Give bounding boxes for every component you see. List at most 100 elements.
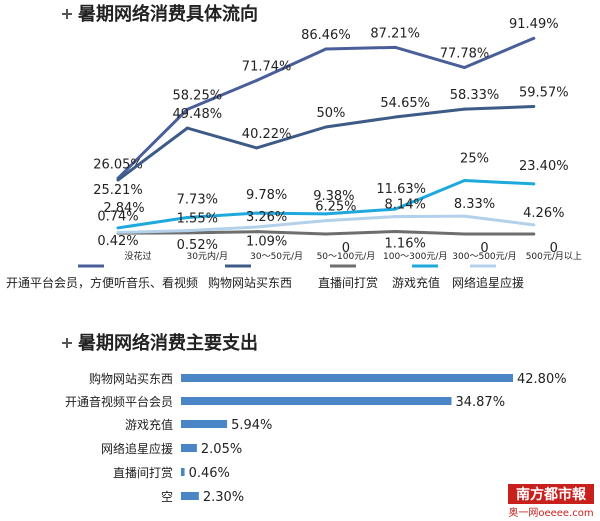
data-label: 49.48%	[173, 107, 223, 122]
x-tick-label: 100～300元/月	[383, 251, 447, 262]
data-point	[185, 126, 189, 130]
data-point	[393, 215, 397, 219]
data-point	[393, 230, 397, 234]
data-label: 26.05%	[93, 157, 143, 172]
bar-value-label: 2.30%	[203, 490, 244, 505]
data-label: 4.26%	[523, 206, 564, 221]
bar-category-label: 直播间打赏	[113, 466, 173, 480]
data-point	[324, 212, 328, 216]
data-point	[324, 219, 328, 223]
data-label: 0	[480, 241, 488, 256]
data-label: 58.25%	[173, 88, 223, 103]
data-point	[393, 207, 397, 211]
data-label: 1.16%	[385, 237, 426, 252]
legend-label: 购物网站买东西	[208, 275, 292, 290]
x-tick-label: 30元内/月	[187, 250, 229, 262]
chart2-title: 暑期网络消费主要支出	[78, 332, 258, 354]
bar-category-label: 网络追星应援	[101, 441, 173, 456]
data-label: 7.73%	[177, 192, 218, 207]
data-point	[324, 47, 328, 51]
data-point	[185, 107, 189, 111]
data-label: 50%	[316, 106, 345, 121]
data-label: 1.09%	[246, 235, 287, 250]
data-point	[393, 115, 397, 119]
data-point	[532, 223, 536, 227]
data-label: 87.21%	[370, 26, 420, 41]
data-point	[393, 45, 397, 49]
data-label: 3.26%	[246, 210, 287, 225]
chart1-title-group: 暑期网络消费具体流向	[62, 3, 258, 25]
data-point	[255, 78, 259, 82]
data-point	[532, 182, 536, 186]
data-label: 91.49%	[509, 17, 559, 32]
data-point	[324, 232, 328, 236]
line-chart: 26.05% 58.25% 71.74% 86.46% 87.21% 77.78% 91.4…	[93, 17, 582, 262]
data-label: 86.46%	[301, 28, 351, 43]
data-label: 54.65%	[380, 96, 430, 111]
legend-label: 直播间打赏	[318, 276, 378, 290]
x-tick-label: 没花过	[124, 250, 151, 262]
data-label: 25%	[460, 152, 489, 167]
data-point	[532, 232, 536, 236]
bar-value-label: 2.05%	[201, 442, 242, 457]
logo-subtitle: 奥一网oeeee.com	[508, 506, 593, 519]
data-label: 0	[550, 241, 558, 256]
chart1-title: 暑期网络消费具体流向	[78, 3, 258, 25]
data-point	[324, 125, 328, 129]
data-label: 58.33%	[450, 88, 500, 103]
bar	[181, 374, 513, 382]
data-point	[463, 214, 466, 218]
data-label: 71.74%	[242, 59, 292, 74]
legend-label: 游戏充值	[392, 275, 440, 290]
data-point	[463, 232, 466, 236]
data-point	[463, 66, 466, 70]
data-label: 6.25%	[315, 200, 356, 215]
data-point	[116, 178, 120, 182]
line-chart-legend: 开通平台会员，方便听音乐、看视频 购物网站买东西 直播间打赏 游戏充值 网络追星应援	[6, 264, 524, 290]
bar-value-label: 34.87%	[455, 395, 505, 410]
data-point	[532, 36, 536, 40]
bar-value-label: 5.94%	[231, 418, 272, 433]
data-label: 11.63%	[376, 182, 426, 197]
data-label: 0.74%	[97, 209, 138, 224]
data-point	[255, 211, 259, 215]
data-label: 23.40%	[519, 159, 569, 174]
data-point	[255, 146, 259, 150]
data-label: 0.52%	[177, 238, 218, 253]
data-label: 77.78%	[440, 47, 490, 62]
data-point	[185, 215, 189, 219]
bar-category-label: 购物网站买东西	[89, 371, 173, 386]
bar	[181, 397, 452, 405]
data-point	[463, 107, 466, 111]
data-label: 8.14%	[385, 198, 426, 213]
bar-value-label: 42.80%	[517, 372, 567, 387]
bar	[181, 492, 199, 500]
data-point	[185, 229, 189, 233]
data-label: 9.38%	[313, 189, 354, 204]
data-label: 40.22%	[242, 127, 292, 142]
data-label: 0	[342, 241, 350, 256]
chart2-title-group: 暑期网络消费主要支出	[62, 332, 258, 354]
data-point	[532, 105, 536, 109]
x-tick-label: 50～100元/月	[317, 251, 376, 262]
bar	[181, 468, 185, 476]
bar-value-label: 0.46%	[189, 466, 230, 481]
data-label: 59.57%	[519, 86, 569, 101]
x-tick-label: 500元/月以上	[526, 251, 582, 262]
data-point	[463, 179, 466, 182]
data-label: 9.78%	[246, 188, 287, 203]
data-label: 25.21%	[93, 183, 143, 198]
data-label: 1.55%	[177, 212, 218, 227]
x-tick-label: 300～500元/月	[452, 251, 516, 262]
bar-chart: 购物网站买东西 42.80% 开通音视频平台会员 34.87% 游戏充值 5.94% 网络追…	[65, 371, 567, 505]
logo-background	[508, 484, 594, 504]
legend-label: 开通平台会员，方便听音乐、看视频	[6, 275, 198, 290]
plus-icon	[62, 338, 72, 348]
bar-category-label: 游戏充值	[125, 417, 173, 432]
data-label: 2.84%	[103, 201, 144, 216]
bar-category-label: 开通音视频平台会员	[65, 394, 173, 409]
data-point	[255, 230, 259, 234]
bar	[181, 420, 228, 428]
